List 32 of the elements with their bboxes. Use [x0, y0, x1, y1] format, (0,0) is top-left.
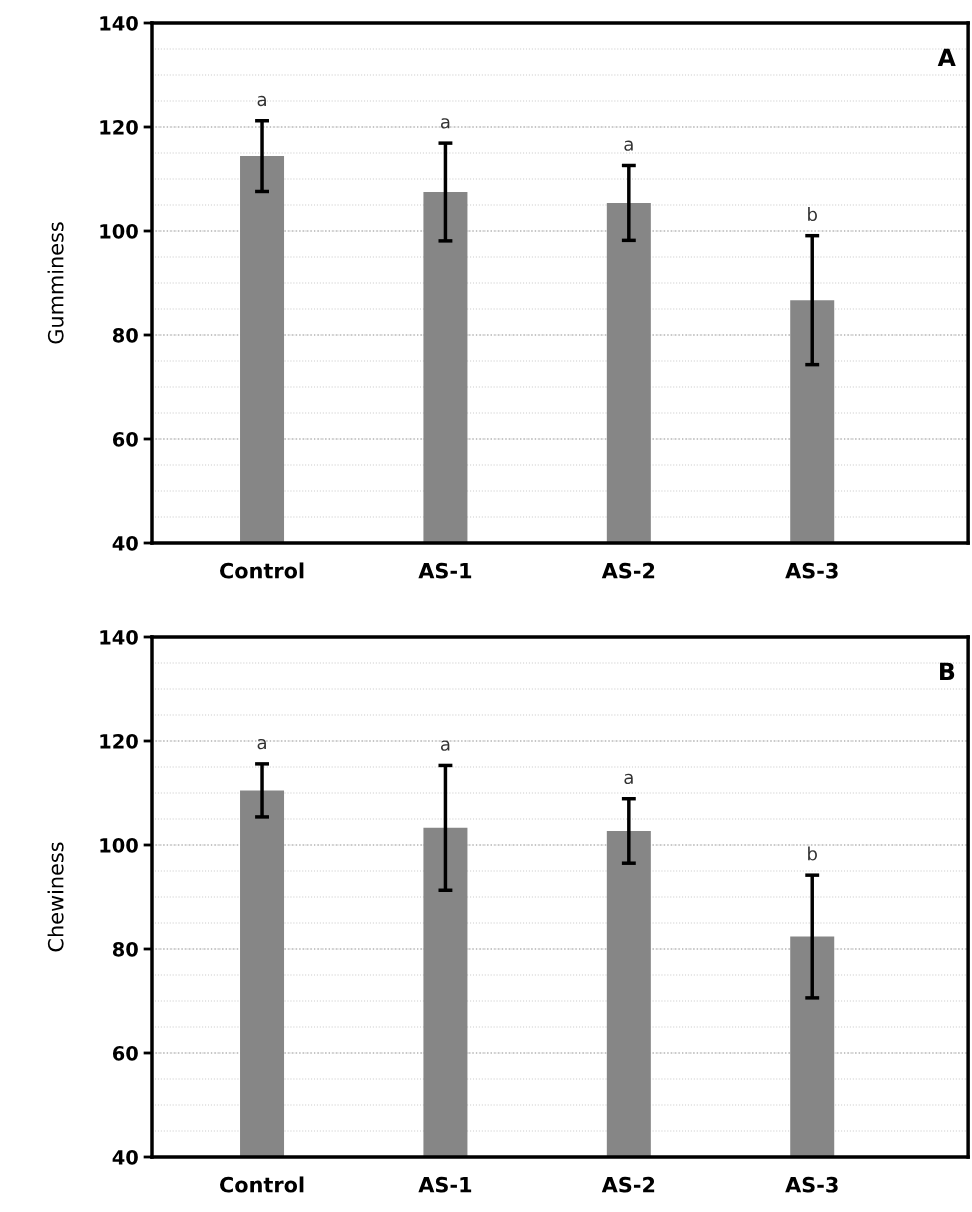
y-tick-label: 40: [112, 535, 138, 551]
y-tick-label: 80: [112, 327, 138, 343]
x-tick-label: AS-2: [601, 562, 655, 579]
x-tick-label: Control: [220, 562, 304, 579]
x-tick-label: AS-2: [601, 1176, 655, 1193]
annotation: a: [257, 738, 266, 750]
x-tick-label: AS-3: [785, 562, 838, 579]
annotation: b: [808, 846, 817, 861]
y-tick-label: 140: [100, 629, 138, 645]
annotation: a: [624, 773, 633, 785]
y-tick-label: 120: [100, 733, 138, 749]
y-axis-title: Gumminess: [47, 222, 64, 344]
annotation: a: [257, 95, 266, 107]
y-tick-label: 100: [100, 223, 138, 239]
y-axis-title: Chewiness: [47, 842, 64, 952]
x-tick-label: AS-1: [418, 1176, 472, 1193]
y-tick-label: 60: [112, 431, 138, 447]
annotation: a: [440, 118, 450, 129]
y-tick-label: 100: [100, 837, 138, 853]
y-tick-label: 120: [100, 119, 138, 135]
x-tick-label: AS-3: [785, 1176, 838, 1193]
annotation: a: [624, 140, 633, 151]
y-tick-label: 140: [100, 15, 138, 31]
y-tick-label: 40: [112, 1149, 138, 1165]
annotation: a: [440, 740, 450, 751]
x-tick-label: Control: [220, 1176, 304, 1193]
y-tick-label: 80: [112, 941, 138, 957]
annotation: B: [940, 662, 955, 680]
y-tick-label: 60: [112, 1045, 138, 1061]
annotation: b: [808, 207, 817, 222]
annotation: A: [937, 48, 956, 66]
x-tick-label: AS-1: [418, 562, 472, 579]
